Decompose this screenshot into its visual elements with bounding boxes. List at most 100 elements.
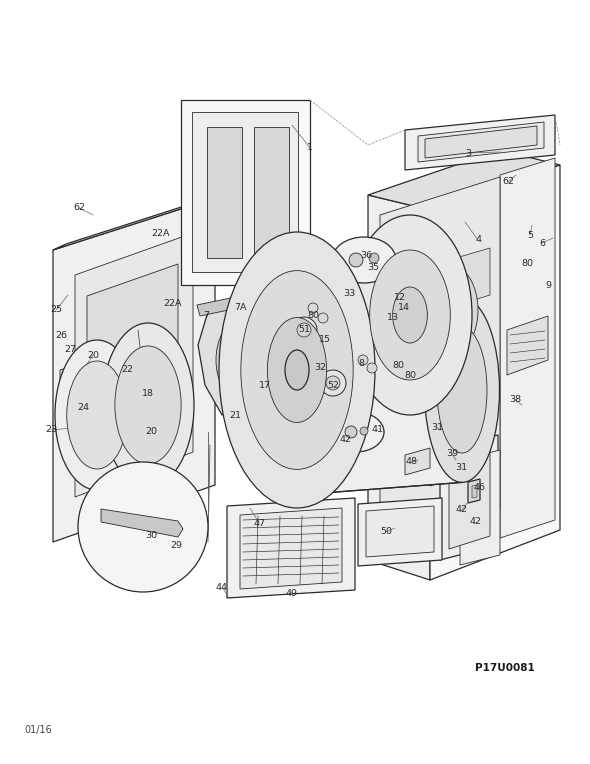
Polygon shape xyxy=(430,165,560,580)
Circle shape xyxy=(358,355,368,365)
Polygon shape xyxy=(198,290,285,415)
Text: 18: 18 xyxy=(142,389,154,397)
Text: 9: 9 xyxy=(545,280,551,290)
Text: 80: 80 xyxy=(404,371,416,380)
Text: 41: 41 xyxy=(371,426,383,435)
Text: 13: 13 xyxy=(387,313,399,322)
Text: 01/16: 01/16 xyxy=(24,725,52,735)
Circle shape xyxy=(291,317,317,343)
Polygon shape xyxy=(101,509,183,537)
Ellipse shape xyxy=(437,327,487,453)
Polygon shape xyxy=(75,233,193,497)
Polygon shape xyxy=(468,479,480,503)
Polygon shape xyxy=(380,177,500,545)
Text: 3: 3 xyxy=(465,148,471,157)
Polygon shape xyxy=(181,100,310,285)
Polygon shape xyxy=(366,506,434,557)
Text: 33: 33 xyxy=(343,290,355,299)
Ellipse shape xyxy=(332,237,396,283)
Polygon shape xyxy=(197,296,243,316)
Text: 23: 23 xyxy=(45,426,57,435)
Text: 42: 42 xyxy=(456,506,468,514)
Text: 62: 62 xyxy=(502,177,514,186)
Text: 20: 20 xyxy=(87,351,99,360)
Text: 31: 31 xyxy=(431,423,443,432)
Text: 35: 35 xyxy=(367,263,379,271)
Text: 15: 15 xyxy=(319,335,331,345)
Polygon shape xyxy=(207,127,242,258)
Text: 17: 17 xyxy=(259,380,271,390)
Circle shape xyxy=(308,303,318,313)
Polygon shape xyxy=(297,285,462,495)
Text: 14: 14 xyxy=(398,303,410,312)
Polygon shape xyxy=(192,112,298,272)
Ellipse shape xyxy=(267,318,327,422)
Polygon shape xyxy=(227,498,355,598)
Polygon shape xyxy=(405,448,430,475)
Text: 80: 80 xyxy=(307,312,319,321)
Circle shape xyxy=(318,313,328,323)
Text: 52: 52 xyxy=(327,380,339,390)
Text: 1: 1 xyxy=(307,144,313,153)
Text: 36: 36 xyxy=(360,251,372,261)
Text: 42: 42 xyxy=(339,435,351,445)
Text: 48: 48 xyxy=(406,458,418,467)
Circle shape xyxy=(78,462,208,592)
Text: 42: 42 xyxy=(470,517,482,526)
Polygon shape xyxy=(425,126,537,158)
Circle shape xyxy=(320,370,346,396)
Ellipse shape xyxy=(435,286,465,334)
Ellipse shape xyxy=(115,346,181,464)
Ellipse shape xyxy=(55,340,139,490)
Polygon shape xyxy=(53,198,215,542)
Text: 80: 80 xyxy=(392,361,404,370)
Polygon shape xyxy=(430,405,462,486)
Polygon shape xyxy=(500,158,555,538)
Ellipse shape xyxy=(262,316,332,464)
Ellipse shape xyxy=(247,285,347,495)
Polygon shape xyxy=(368,195,430,580)
Text: 5: 5 xyxy=(527,231,533,239)
Text: 12: 12 xyxy=(394,293,406,303)
Text: 44: 44 xyxy=(216,582,228,591)
Text: 80: 80 xyxy=(521,258,533,267)
Polygon shape xyxy=(60,364,78,386)
Text: 22: 22 xyxy=(121,365,133,374)
Polygon shape xyxy=(418,122,544,162)
Polygon shape xyxy=(368,150,560,210)
Text: 49: 49 xyxy=(286,590,298,598)
Ellipse shape xyxy=(422,265,478,355)
Polygon shape xyxy=(449,448,490,549)
Polygon shape xyxy=(240,508,342,589)
Ellipse shape xyxy=(67,361,127,469)
Ellipse shape xyxy=(216,322,260,398)
Text: P17U0081: P17U0081 xyxy=(475,663,535,673)
Ellipse shape xyxy=(102,323,194,487)
Text: 51: 51 xyxy=(298,325,310,335)
Text: 39: 39 xyxy=(446,449,458,458)
Ellipse shape xyxy=(424,298,500,482)
Text: 4: 4 xyxy=(475,235,481,244)
Polygon shape xyxy=(507,316,548,375)
Text: 50: 50 xyxy=(380,527,392,536)
Text: 29: 29 xyxy=(170,540,182,549)
Text: 20: 20 xyxy=(145,428,157,436)
Text: 62: 62 xyxy=(73,203,85,212)
Polygon shape xyxy=(53,192,228,250)
Polygon shape xyxy=(358,498,442,566)
Ellipse shape xyxy=(348,215,472,415)
Polygon shape xyxy=(405,115,555,170)
Ellipse shape xyxy=(241,270,353,469)
Text: 26: 26 xyxy=(55,331,67,339)
Circle shape xyxy=(345,426,357,438)
Polygon shape xyxy=(254,127,289,258)
Circle shape xyxy=(367,363,377,373)
Polygon shape xyxy=(415,248,490,318)
Text: 22A: 22A xyxy=(152,228,171,238)
Ellipse shape xyxy=(328,412,384,452)
Polygon shape xyxy=(460,450,500,565)
Text: 7A: 7A xyxy=(234,303,246,312)
Circle shape xyxy=(297,323,311,337)
Polygon shape xyxy=(440,435,498,560)
Text: 47: 47 xyxy=(253,519,265,527)
